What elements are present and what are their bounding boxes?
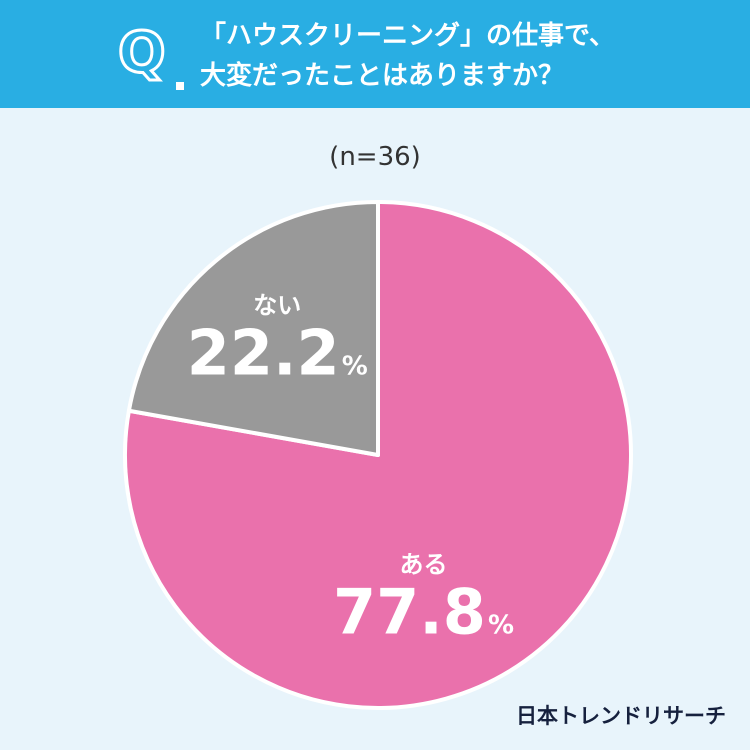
sample-size: (n=36) bbox=[329, 142, 421, 172]
slice-value-label: 22.2% bbox=[186, 316, 368, 390]
pie-slice-1 bbox=[126, 200, 380, 457]
brand-logo: 日本トレンドリサーチ bbox=[516, 704, 726, 728]
slice-category-label: ない bbox=[253, 291, 302, 320]
q-dot-icon bbox=[176, 82, 184, 90]
question-text: 「ハウスクリーニング」の仕事で、 大変だったことはありますか？ bbox=[200, 16, 720, 96]
slice-unit-label: % bbox=[341, 351, 368, 382]
q-icon: Q bbox=[117, 21, 168, 86]
question-line-2: 大変だったことはありますか？ bbox=[200, 61, 565, 91]
slice-label-0: ある 77.8% bbox=[333, 545, 514, 644]
slice-category-label: ある bbox=[399, 550, 448, 579]
slice-value-label: 77.8% bbox=[332, 575, 515, 649]
slice-label-1: ない 22.2% bbox=[187, 285, 368, 384]
question-line-1: 「ハウスクリーニング」の仕事で、 bbox=[200, 21, 615, 51]
question-banner: Q 「ハウスクリーニング」の仕事で、 大変だったことはありますか？ bbox=[0, 0, 750, 108]
slice-unit-label: % bbox=[487, 610, 515, 641]
